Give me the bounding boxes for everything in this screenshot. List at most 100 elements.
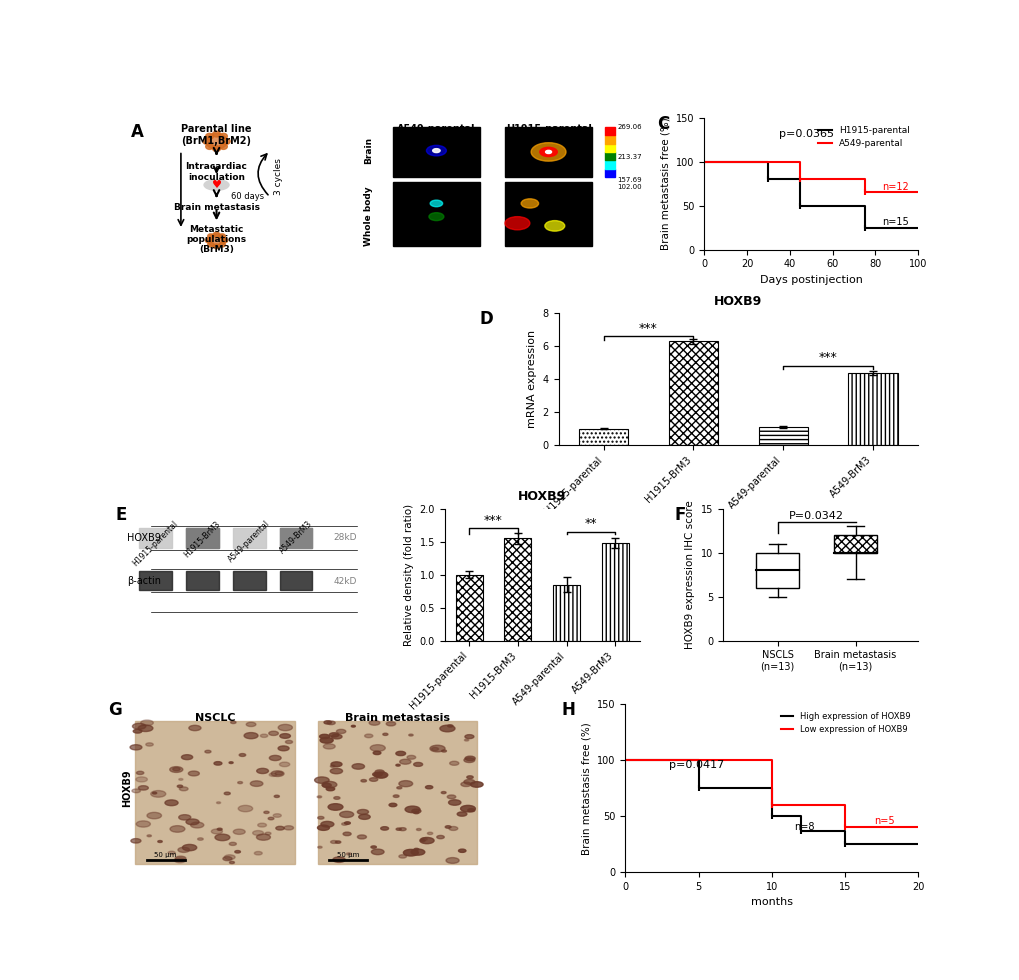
Circle shape — [420, 840, 425, 842]
Circle shape — [254, 852, 262, 855]
Circle shape — [177, 785, 182, 788]
Circle shape — [189, 725, 201, 731]
Low expression of HOXB9 — [765, 755, 777, 766]
Text: Brain metastasis: Brain metastasis — [344, 712, 449, 722]
Bar — [848, 372, 897, 445]
Circle shape — [158, 841, 162, 843]
Low expression of HOXB9 — [619, 755, 631, 766]
Circle shape — [206, 133, 227, 149]
Bar — [604, 169, 614, 177]
Circle shape — [414, 849, 419, 851]
Circle shape — [317, 796, 321, 798]
Text: 102.00: 102.00 — [616, 183, 641, 189]
Circle shape — [224, 792, 230, 795]
Circle shape — [264, 811, 269, 813]
Low expression of HOXB9 — [838, 821, 850, 833]
Text: D: D — [479, 311, 493, 328]
Circle shape — [181, 755, 193, 760]
Circle shape — [361, 779, 366, 782]
Circle shape — [223, 857, 231, 860]
High expression of HOXB9 — [692, 782, 704, 794]
Y-axis label: HOXB9 expression IHC score: HOXB9 expression IHC score — [685, 500, 695, 649]
High expression of HOXB9 — [794, 825, 806, 837]
Circle shape — [139, 786, 148, 790]
Circle shape — [208, 242, 214, 247]
Circle shape — [414, 811, 419, 813]
Circle shape — [285, 740, 292, 744]
Circle shape — [395, 764, 399, 766]
Circle shape — [427, 832, 432, 835]
Circle shape — [215, 834, 229, 841]
A549-parental — [794, 156, 806, 168]
Bar — [279, 528, 312, 548]
Circle shape — [351, 725, 355, 727]
Circle shape — [420, 838, 434, 844]
Circle shape — [178, 778, 182, 780]
Circle shape — [133, 729, 142, 733]
Circle shape — [177, 848, 190, 853]
Text: H1915-BrM3: H1915-BrM3 — [182, 519, 222, 559]
Circle shape — [175, 857, 185, 860]
Circle shape — [457, 811, 467, 816]
Circle shape — [545, 150, 551, 154]
Text: HOXB9: HOXB9 — [122, 769, 132, 807]
Circle shape — [213, 232, 219, 237]
Circle shape — [203, 138, 211, 144]
Circle shape — [212, 146, 220, 152]
Circle shape — [380, 827, 388, 830]
Circle shape — [257, 768, 268, 773]
Bar — [139, 570, 172, 591]
Circle shape — [137, 771, 144, 774]
Line: Low expression of HOXB9: Low expression of HOXB9 — [625, 760, 917, 827]
Text: F: F — [674, 506, 685, 524]
Text: H1915-parental: H1915-parental — [505, 124, 591, 134]
Circle shape — [448, 826, 458, 830]
Circle shape — [346, 853, 351, 855]
Circle shape — [179, 787, 187, 791]
High expression of HOXB9 — [911, 838, 923, 850]
Text: 60 days: 60 days — [230, 192, 264, 201]
High expression of HOXB9 — [838, 825, 850, 837]
Bar — [504, 126, 592, 177]
Circle shape — [269, 756, 281, 760]
Circle shape — [352, 763, 364, 769]
Bar — [232, 570, 265, 591]
High expression of HOXB9 — [765, 810, 777, 822]
H1915-parental — [794, 200, 806, 212]
Circle shape — [237, 781, 243, 784]
Circle shape — [317, 816, 324, 819]
Circle shape — [436, 835, 444, 839]
A549-parental — [794, 173, 806, 185]
Bar — [392, 126, 480, 177]
Circle shape — [407, 756, 416, 760]
Circle shape — [214, 761, 222, 765]
Circle shape — [172, 767, 180, 771]
Text: 28kD: 28kD — [333, 533, 357, 542]
Circle shape — [409, 734, 413, 736]
Circle shape — [430, 200, 442, 207]
Circle shape — [174, 858, 185, 862]
Circle shape — [445, 826, 450, 828]
A549-parental — [698, 156, 710, 168]
Circle shape — [411, 849, 424, 856]
Circle shape — [198, 838, 203, 840]
Circle shape — [426, 145, 446, 156]
Circle shape — [208, 234, 225, 247]
Text: ***: *** — [818, 351, 837, 365]
Circle shape — [371, 849, 384, 855]
Circle shape — [273, 813, 281, 817]
Text: NSCLC: NSCLC — [195, 712, 235, 722]
Circle shape — [170, 826, 184, 832]
Text: ***: *** — [639, 321, 657, 334]
Circle shape — [441, 750, 446, 752]
Circle shape — [393, 795, 398, 798]
Circle shape — [373, 752, 380, 755]
Circle shape — [137, 821, 150, 827]
Circle shape — [326, 787, 334, 791]
Text: A549-parental: A549-parental — [226, 519, 271, 564]
Circle shape — [323, 744, 335, 749]
Text: Parental line
(BrM1,BrM2): Parental line (BrM1,BrM2) — [181, 124, 252, 146]
Legend: H1915-parental, A549-parental: H1915-parental, A549-parental — [814, 122, 913, 152]
Circle shape — [414, 762, 422, 766]
Circle shape — [239, 754, 246, 757]
